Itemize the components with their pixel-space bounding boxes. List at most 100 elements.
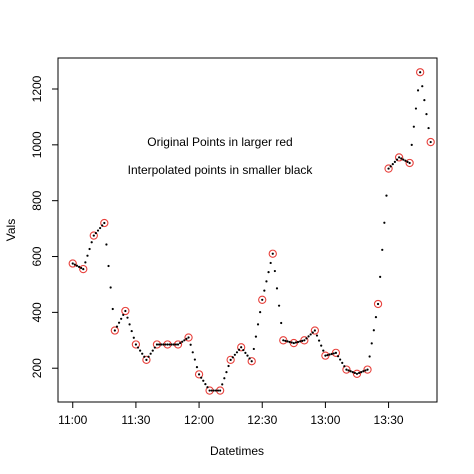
interpolated-point	[208, 389, 211, 392]
original-point	[258, 295, 267, 304]
interpolated-point	[343, 365, 346, 368]
interpolated-point	[73, 263, 76, 266]
interpolated-point	[77, 265, 81, 268]
interpolated-point	[263, 289, 266, 292]
interpolated-point	[347, 369, 350, 372]
interpolated-point	[229, 358, 232, 361]
interpolated-point	[280, 321, 283, 325]
x-tick-label: 11:00	[58, 413, 87, 427]
interpolated-point	[322, 349, 325, 352]
interpolated-point	[320, 344, 323, 347]
interpolated-point	[94, 231, 97, 235]
interpolated-point	[126, 316, 129, 319]
interpolated-point	[315, 334, 319, 337]
y-tick-label: 1000	[30, 131, 44, 158]
interpolated-point	[219, 389, 222, 392]
interpolated-point	[96, 229, 100, 232]
y-axis-label: Vals	[4, 219, 18, 241]
interpolated-point	[174, 343, 178, 346]
interpolated-point	[368, 355, 371, 358]
interpolated-point	[275, 287, 279, 290]
interpolated-point	[303, 339, 306, 342]
interpolated-point	[233, 353, 236, 356]
interpolated-point	[223, 377, 226, 380]
interpolated-point	[370, 342, 373, 345]
original-point	[121, 306, 130, 316]
interpolated-point	[288, 340, 291, 344]
interpolated-point	[151, 349, 154, 352]
interpolated-point	[139, 349, 142, 352]
interpolated-point	[227, 364, 230, 368]
interpolated-point	[256, 323, 260, 326]
x-tick-label: 11:30	[121, 413, 150, 427]
y-tick-label: 200	[30, 358, 44, 378]
interpolated-point	[101, 224, 104, 227]
interpolated-point	[143, 355, 146, 358]
interpolated-point	[294, 341, 298, 344]
interpolated-point	[82, 267, 85, 271]
interpolated-point	[254, 335, 258, 338]
original-point	[363, 365, 372, 374]
interpolated-point	[162, 343, 165, 346]
interpolated-point	[164, 343, 167, 346]
interpolated-point	[189, 343, 192, 346]
original-point	[100, 218, 109, 228]
interpolated-point	[160, 343, 163, 346]
interpolated-point	[389, 165, 392, 168]
interpolated-point	[385, 194, 388, 197]
x-axis-label: Datetimes	[210, 444, 264, 458]
interpolated-point	[75, 264, 79, 267]
original-point	[89, 231, 98, 240]
interpolated-point	[183, 339, 186, 342]
original-point	[300, 336, 309, 345]
interpolated-point	[406, 160, 409, 163]
interpolated-point	[214, 389, 218, 392]
original-point	[384, 164, 393, 173]
x-tick-label: 12:00	[184, 413, 214, 427]
interpolated-point	[246, 354, 249, 357]
interpolated-point	[290, 341, 293, 344]
interpolated-point	[155, 343, 159, 346]
original-point	[342, 365, 351, 374]
original-point	[321, 351, 330, 360]
interpolated-point	[176, 343, 180, 346]
y-tick-label: 400	[30, 302, 44, 322]
interpolated-point	[379, 275, 382, 279]
interpolated-point	[311, 331, 314, 334]
interpolated-point	[393, 160, 396, 163]
interpolated-point	[115, 325, 119, 328]
interpolated-point	[292, 341, 295, 345]
interpolated-point	[271, 252, 274, 255]
interpolated-point	[349, 370, 352, 373]
original-point	[110, 326, 119, 335]
interpolated-point	[105, 243, 108, 246]
interpolated-point	[248, 357, 251, 360]
interpolated-point	[206, 386, 209, 389]
interpolated-point	[103, 221, 106, 225]
original-point	[405, 158, 414, 168]
interpolated-point	[99, 226, 102, 230]
interpolated-point	[400, 157, 403, 160]
interpolated-point	[111, 307, 114, 311]
interpolated-point	[107, 264, 110, 268]
interpolated-point	[141, 352, 144, 355]
interpolated-point	[404, 159, 407, 162]
interpolated-point	[395, 158, 399, 161]
interpolated-point	[244, 351, 247, 354]
interpolated-point	[261, 298, 264, 301]
interpolated-point	[240, 346, 243, 349]
original-point	[142, 355, 151, 364]
interpolated-point	[383, 221, 386, 224]
x-tick-label: 12:30	[247, 413, 277, 427]
x-tick-label: 13:30	[374, 413, 404, 427]
interpolated-point	[273, 269, 276, 273]
interpolated-point	[376, 302, 380, 306]
interpolated-point	[200, 376, 203, 379]
interpolated-point	[357, 371, 361, 375]
interpolated-point	[366, 368, 369, 371]
interpolated-point	[421, 85, 424, 88]
interpolated-point	[145, 358, 148, 361]
interpolated-point	[90, 241, 93, 244]
interpolated-point	[117, 321, 121, 324]
